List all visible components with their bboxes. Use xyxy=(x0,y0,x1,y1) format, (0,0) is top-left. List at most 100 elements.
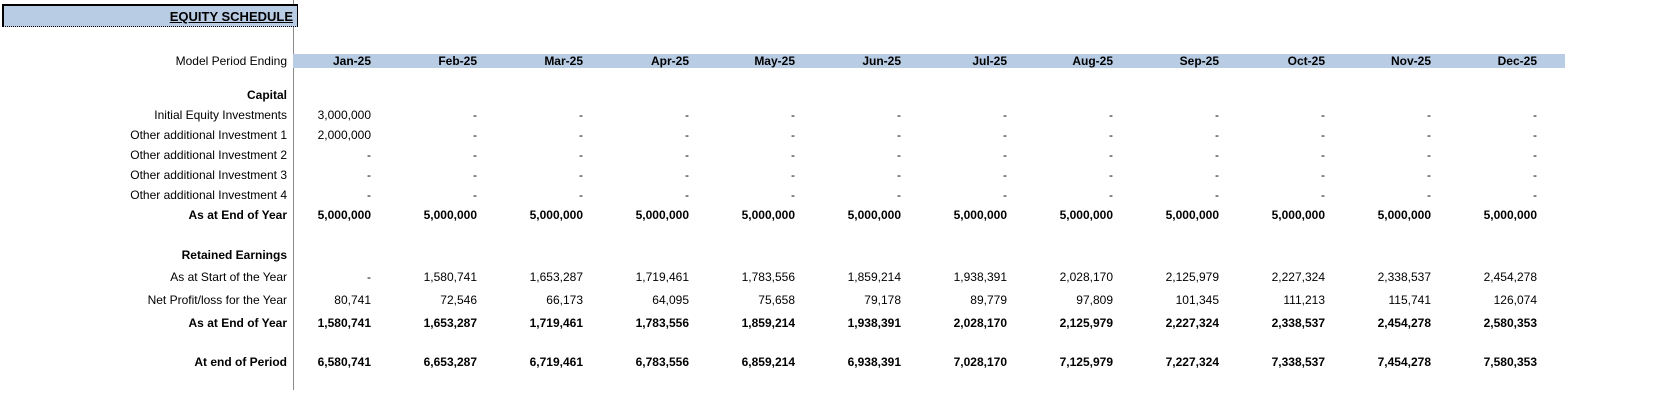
month-header-cell[interactable]: Nov-25 xyxy=(1353,53,1459,68)
month-header-cell[interactable]: Dec-25 xyxy=(1459,53,1565,68)
cell-value[interactable]: - xyxy=(367,188,371,202)
cell-value[interactable]: 5,000,000 xyxy=(1059,208,1113,222)
cell-value[interactable]: 5,000,000 xyxy=(1271,208,1325,222)
total-cell-value[interactable]: 6,719,461 xyxy=(529,354,583,369)
month-header-cell[interactable]: Mar-25 xyxy=(505,53,611,68)
cell-value[interactable]: - xyxy=(1109,128,1113,142)
cell-value[interactable]: - xyxy=(685,188,689,202)
cell-value[interactable]: - xyxy=(473,108,477,122)
cell-value[interactable]: 1,859,214 xyxy=(847,269,901,284)
month-header-cell[interactable]: Oct-25 xyxy=(1247,53,1353,68)
cell-value[interactable]: 5,000,000 xyxy=(1483,208,1537,222)
cell-value[interactable]: 80,741 xyxy=(334,292,371,307)
cell-value[interactable]: 2,028,170 xyxy=(953,315,1007,330)
total-cell-value[interactable]: 7,580,353 xyxy=(1483,354,1537,369)
month-header-cell[interactable]: Aug-25 xyxy=(1035,53,1141,68)
cell-value[interactable]: 5,000,000 xyxy=(635,208,689,222)
row-label[interactable]: Other additional Investment 2 xyxy=(130,148,287,162)
cell-value[interactable]: - xyxy=(1427,128,1431,142)
cell-value[interactable]: - xyxy=(1109,148,1113,162)
cell-value[interactable]: - xyxy=(791,128,795,142)
cell-value[interactable]: 1,783,556 xyxy=(741,269,795,284)
section-header[interactable]: Capital xyxy=(246,88,287,102)
month-header-cell[interactable]: Jan-25 xyxy=(293,53,399,68)
cell-value[interactable]: 2,028,170 xyxy=(1059,269,1113,284)
cell-value[interactable]: - xyxy=(473,168,477,182)
cell-value[interactable]: - xyxy=(1003,108,1007,122)
cell-value[interactable]: 2,454,278 xyxy=(1377,315,1431,330)
cell-value[interactable]: 2,227,324 xyxy=(1165,315,1219,330)
cell-value[interactable]: - xyxy=(579,148,583,162)
cell-value[interactable]: - xyxy=(1427,108,1431,122)
cell-value[interactable]: 64,095 xyxy=(652,292,689,307)
month-header-cell[interactable]: Jun-25 xyxy=(823,53,929,68)
cell-value[interactable]: - xyxy=(1321,168,1325,182)
row-label[interactable]: As at Start of the Year xyxy=(170,269,287,284)
cell-value[interactable]: - xyxy=(579,188,583,202)
cell-value[interactable]: 2,454,278 xyxy=(1483,269,1537,284)
cell-value[interactable]: 2,125,979 xyxy=(1059,315,1113,330)
total-cell-value[interactable]: 7,227,324 xyxy=(1165,354,1219,369)
cell-value[interactable]: - xyxy=(791,148,795,162)
cell-value[interactable]: - xyxy=(579,128,583,142)
row-label[interactable]: As at End of Year xyxy=(188,315,287,330)
cell-value[interactable]: - xyxy=(791,168,795,182)
cell-value[interactable]: - xyxy=(473,188,477,202)
cell-value[interactable]: 79,178 xyxy=(864,292,901,307)
cell-value[interactable]: - xyxy=(1003,128,1007,142)
cell-value[interactable]: 2,227,324 xyxy=(1271,269,1325,284)
cell-value[interactable]: - xyxy=(1109,108,1113,122)
cell-value[interactable]: 1,938,391 xyxy=(953,269,1007,284)
total-cell-value[interactable]: 7,028,170 xyxy=(953,354,1007,369)
cell-value[interactable]: - xyxy=(1427,168,1431,182)
total-cell-value[interactable]: 6,783,556 xyxy=(635,354,689,369)
month-header-cell[interactable]: Apr-25 xyxy=(611,53,717,68)
cell-value[interactable]: 75,658 xyxy=(758,292,795,307)
cell-value[interactable]: - xyxy=(1533,148,1537,162)
cell-value[interactable]: - xyxy=(367,269,371,284)
cell-value[interactable]: - xyxy=(1321,188,1325,202)
cell-value[interactable]: 126,074 xyxy=(1493,292,1537,307)
cell-value[interactable]: - xyxy=(1533,168,1537,182)
cell-value[interactable]: 97,809 xyxy=(1076,292,1113,307)
cell-value[interactable]: - xyxy=(897,128,901,142)
cell-value[interactable]: - xyxy=(897,108,901,122)
cell-value[interactable]: - xyxy=(473,128,477,142)
cell-value[interactable]: 115,741 xyxy=(1388,292,1432,307)
row-label[interactable]: Initial Equity Investments xyxy=(154,108,287,122)
cell-value[interactable]: - xyxy=(897,148,901,162)
cell-value[interactable]: 1,719,461 xyxy=(529,315,583,330)
cell-value[interactable]: - xyxy=(473,148,477,162)
cell-value[interactable]: - xyxy=(685,128,689,142)
cell-value[interactable]: - xyxy=(367,168,371,182)
cell-value[interactable]: 1,580,741 xyxy=(423,269,477,284)
cell-value[interactable]: - xyxy=(897,168,901,182)
row-label[interactable]: Other additional Investment 4 xyxy=(130,188,287,202)
row-label[interactable]: As at End of Year xyxy=(188,208,287,222)
cell-value[interactable]: 1,653,287 xyxy=(529,269,583,284)
cell-value[interactable]: 2,000,000 xyxy=(317,128,371,142)
cell-value[interactable]: 1,938,391 xyxy=(847,315,901,330)
row-label[interactable]: Net Profit/loss for the Year xyxy=(147,292,287,307)
cell-value[interactable]: - xyxy=(1109,188,1113,202)
cell-value[interactable]: 1,783,556 xyxy=(635,315,689,330)
cell-value[interactable]: 5,000,000 xyxy=(317,208,371,222)
cell-value[interactable]: - xyxy=(791,108,795,122)
cell-value[interactable]: - xyxy=(367,148,371,162)
cell-value[interactable]: - xyxy=(685,148,689,162)
cell-value[interactable]: 2,580,353 xyxy=(1483,315,1537,330)
cell-value[interactable]: - xyxy=(1215,128,1219,142)
cell-value[interactable]: 5,000,000 xyxy=(1165,208,1219,222)
cell-value[interactable]: 3,000,000 xyxy=(317,108,371,122)
cell-value[interactable]: - xyxy=(579,168,583,182)
month-header-cell[interactable]: Sep-25 xyxy=(1141,53,1247,68)
cell-value[interactable]: 1,859,214 xyxy=(741,315,795,330)
total-cell-value[interactable]: 7,338,537 xyxy=(1271,354,1325,369)
cell-value[interactable]: - xyxy=(685,168,689,182)
cell-value[interactable]: 5,000,000 xyxy=(741,208,795,222)
cell-value[interactable]: - xyxy=(1427,148,1431,162)
schedule-title-cell[interactable]: EQUITY SCHEDULE xyxy=(2,4,298,27)
cell-value[interactable]: - xyxy=(791,188,795,202)
cell-value[interactable]: 1,653,287 xyxy=(423,315,477,330)
cell-value[interactable]: 1,719,461 xyxy=(635,269,689,284)
